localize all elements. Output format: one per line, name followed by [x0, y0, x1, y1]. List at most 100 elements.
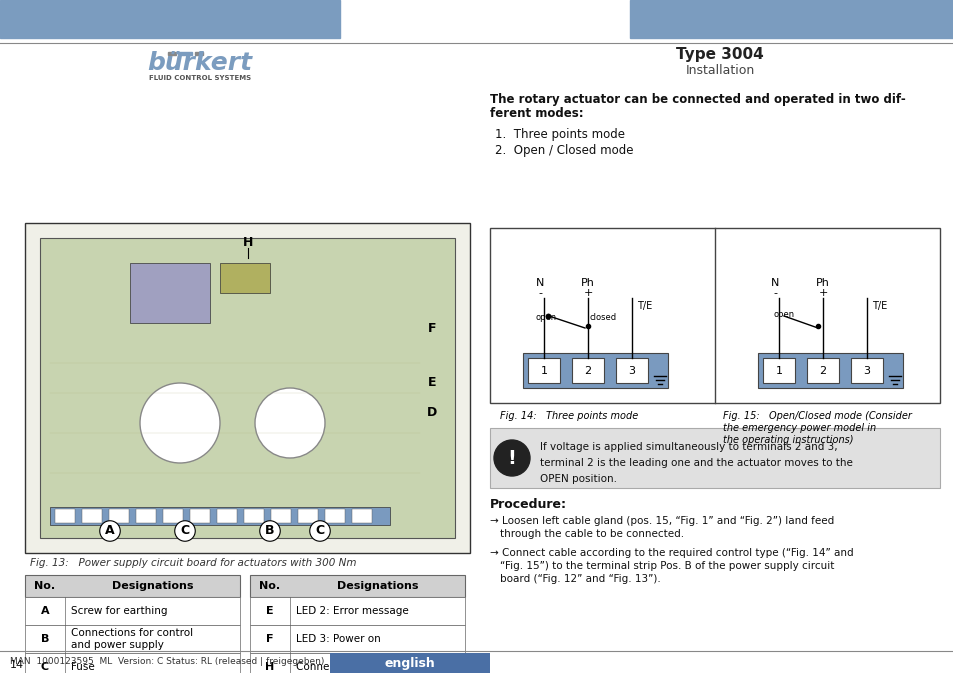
Text: open: open — [535, 313, 556, 322]
Text: MAN  1000123595  ML  Version: C Status: RL (released | freigegeben)  printed: 29: MAN 1000123595 ML Version: C Status: RL … — [10, 656, 420, 666]
Text: A: A — [41, 606, 50, 616]
Text: open: open — [773, 310, 794, 319]
Bar — [250, 597, 464, 625]
Circle shape — [494, 440, 530, 476]
Bar — [244, 509, 264, 523]
Bar — [250, 625, 464, 653]
Text: “Fig. 15”) to the terminal strip Pos. B of the power supply circuit: “Fig. 15”) to the terminal strip Pos. B … — [499, 561, 834, 571]
Text: If voltage is applied simultaneously to terminals 2 and 3,: If voltage is applied simultaneously to … — [539, 442, 837, 452]
Bar — [629, 0, 953, 38]
Bar — [40, 238, 455, 538]
Bar — [190, 509, 210, 523]
Bar — [572, 358, 603, 383]
Bar — [25, 575, 240, 597]
Bar — [25, 625, 240, 653]
Text: Ph: Ph — [580, 278, 595, 288]
Bar — [178, 52, 192, 55]
Text: N: N — [770, 278, 779, 288]
Text: No.: No. — [259, 581, 280, 591]
Text: 2: 2 — [584, 366, 591, 376]
Bar — [490, 228, 939, 403]
Text: +: + — [818, 288, 827, 298]
Bar — [25, 597, 240, 625]
Text: Installation: Installation — [684, 63, 754, 77]
Text: -: - — [772, 288, 776, 298]
Text: B: B — [265, 524, 274, 538]
Text: Type 3004: Type 3004 — [676, 48, 763, 63]
Text: 2: 2 — [819, 366, 825, 376]
Text: -: - — [537, 288, 541, 298]
Bar — [527, 358, 559, 383]
Bar — [25, 653, 240, 673]
Text: 2.  Open / Closed mode: 2. Open / Closed mode — [495, 144, 633, 157]
Bar — [490, 428, 939, 488]
Text: Procedure:: Procedure: — [490, 498, 566, 511]
Text: Fig. 13:   Power supply circuit board for actuators with 300 Nm: Fig. 13: Power supply circuit board for … — [30, 558, 356, 568]
Text: Fig. 15:   Open/Closed mode (Consider: Fig. 15: Open/Closed mode (Consider — [722, 411, 911, 421]
Text: Designations: Designations — [112, 581, 193, 591]
Bar — [168, 52, 175, 55]
Text: F: F — [266, 634, 274, 644]
Bar — [758, 353, 902, 388]
Bar — [325, 509, 345, 523]
Text: !: ! — [507, 448, 516, 468]
Bar — [250, 575, 464, 597]
Bar — [616, 358, 647, 383]
Text: C: C — [180, 524, 190, 538]
Text: D: D — [426, 406, 436, 419]
Text: 3: 3 — [862, 366, 869, 376]
Text: FLUID CONTROL SYSTEMS: FLUID CONTROL SYSTEMS — [149, 75, 251, 81]
Bar — [25, 223, 470, 553]
Bar — [50, 507, 390, 525]
Text: and power supply: and power supply — [71, 640, 164, 650]
Bar — [216, 509, 236, 523]
Bar — [0, 0, 339, 38]
Text: No.: No. — [34, 581, 55, 591]
Text: F: F — [427, 322, 436, 334]
Bar — [250, 653, 464, 673]
Text: → Connect cable according to the required control type (“Fig. 14” and: → Connect cable according to the require… — [490, 548, 853, 558]
Bar — [297, 509, 317, 523]
Text: terminal 2 is the leading one and the actuator moves to the: terminal 2 is the leading one and the ac… — [539, 458, 852, 468]
Text: 1.  Three points mode: 1. Three points mode — [495, 128, 624, 141]
Bar — [806, 358, 838, 383]
Text: 3: 3 — [628, 366, 635, 376]
Text: Connection 24 V DC: Connection 24 V DC — [295, 662, 400, 672]
Bar — [271, 509, 291, 523]
Circle shape — [140, 383, 220, 463]
Text: C: C — [315, 524, 324, 538]
Text: H: H — [265, 662, 274, 672]
Text: Fuse: Fuse — [71, 662, 94, 672]
Text: Designations: Designations — [336, 581, 417, 591]
Text: +: + — [582, 288, 592, 298]
Text: The rotary actuator can be connected and operated in two dif-: The rotary actuator can be connected and… — [490, 93, 904, 106]
Text: through the cable to be connected.: through the cable to be connected. — [499, 529, 683, 539]
Bar — [55, 509, 75, 523]
Text: → Loosen left cable gland (pos. 15, “Fig. 1” and “Fig. 2”) land feed: → Loosen left cable gland (pos. 15, “Fig… — [490, 516, 833, 526]
Bar — [130, 263, 210, 323]
Text: the operating instructions): the operating instructions) — [722, 435, 853, 445]
Text: english: english — [384, 656, 435, 670]
Text: T/E: T/E — [637, 301, 652, 311]
Text: Fig. 14:   Three points mode: Fig. 14: Three points mode — [499, 411, 638, 421]
Bar — [330, 653, 490, 673]
Bar — [522, 353, 667, 388]
Text: B: B — [41, 634, 50, 644]
Bar — [163, 509, 183, 523]
Bar — [194, 52, 203, 55]
Bar — [109, 509, 129, 523]
Text: 14: 14 — [10, 660, 24, 670]
Text: closed: closed — [589, 313, 617, 322]
Text: T/E: T/E — [871, 301, 886, 311]
Text: the emergency power model in: the emergency power model in — [722, 423, 875, 433]
Text: N: N — [536, 278, 543, 288]
Text: LED 3: Power on: LED 3: Power on — [295, 634, 380, 644]
Text: H: H — [243, 236, 253, 250]
Bar — [762, 358, 794, 383]
Text: A: A — [105, 524, 114, 538]
Bar — [136, 509, 156, 523]
Text: Ph: Ph — [815, 278, 829, 288]
Bar — [82, 509, 102, 523]
Text: bürkert: bürkert — [148, 51, 253, 75]
Bar — [850, 358, 882, 383]
